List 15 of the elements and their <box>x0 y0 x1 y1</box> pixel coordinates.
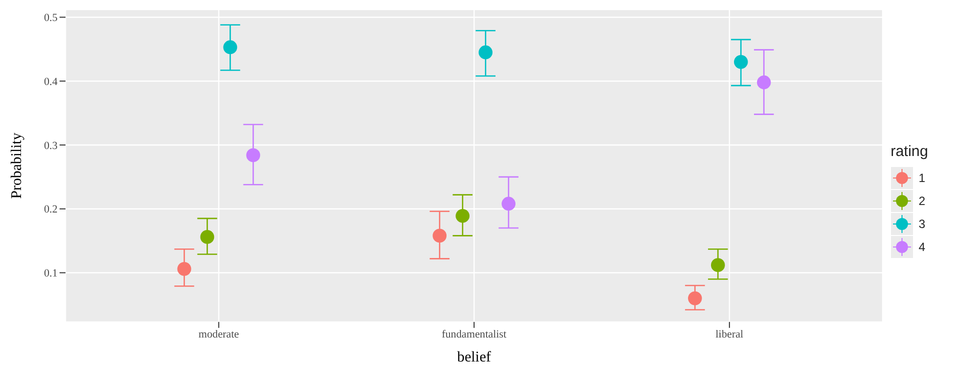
legend-label: 3 <box>918 216 926 230</box>
y-tick-label: 0.2 <box>44 204 58 216</box>
legend-label: 2 <box>918 194 926 208</box>
y-tick-label: 0.3 <box>44 140 58 152</box>
y-tick-label: 0.5 <box>44 12 58 24</box>
y-axis-title: Probability <box>9 132 26 199</box>
y-tick-label: 0.1 <box>44 268 58 280</box>
legend-label: 4 <box>918 240 926 254</box>
legend-label: 1 <box>918 170 926 184</box>
y-tick-label: 0.4 <box>44 76 58 88</box>
x-tick-label: moderate <box>198 328 240 341</box>
x-axis-title: belief <box>457 350 492 366</box>
x-tick-label: fundamentalist <box>442 328 506 341</box>
legend-title: rating <box>890 143 930 160</box>
x-tick-label: liberal <box>716 328 744 341</box>
